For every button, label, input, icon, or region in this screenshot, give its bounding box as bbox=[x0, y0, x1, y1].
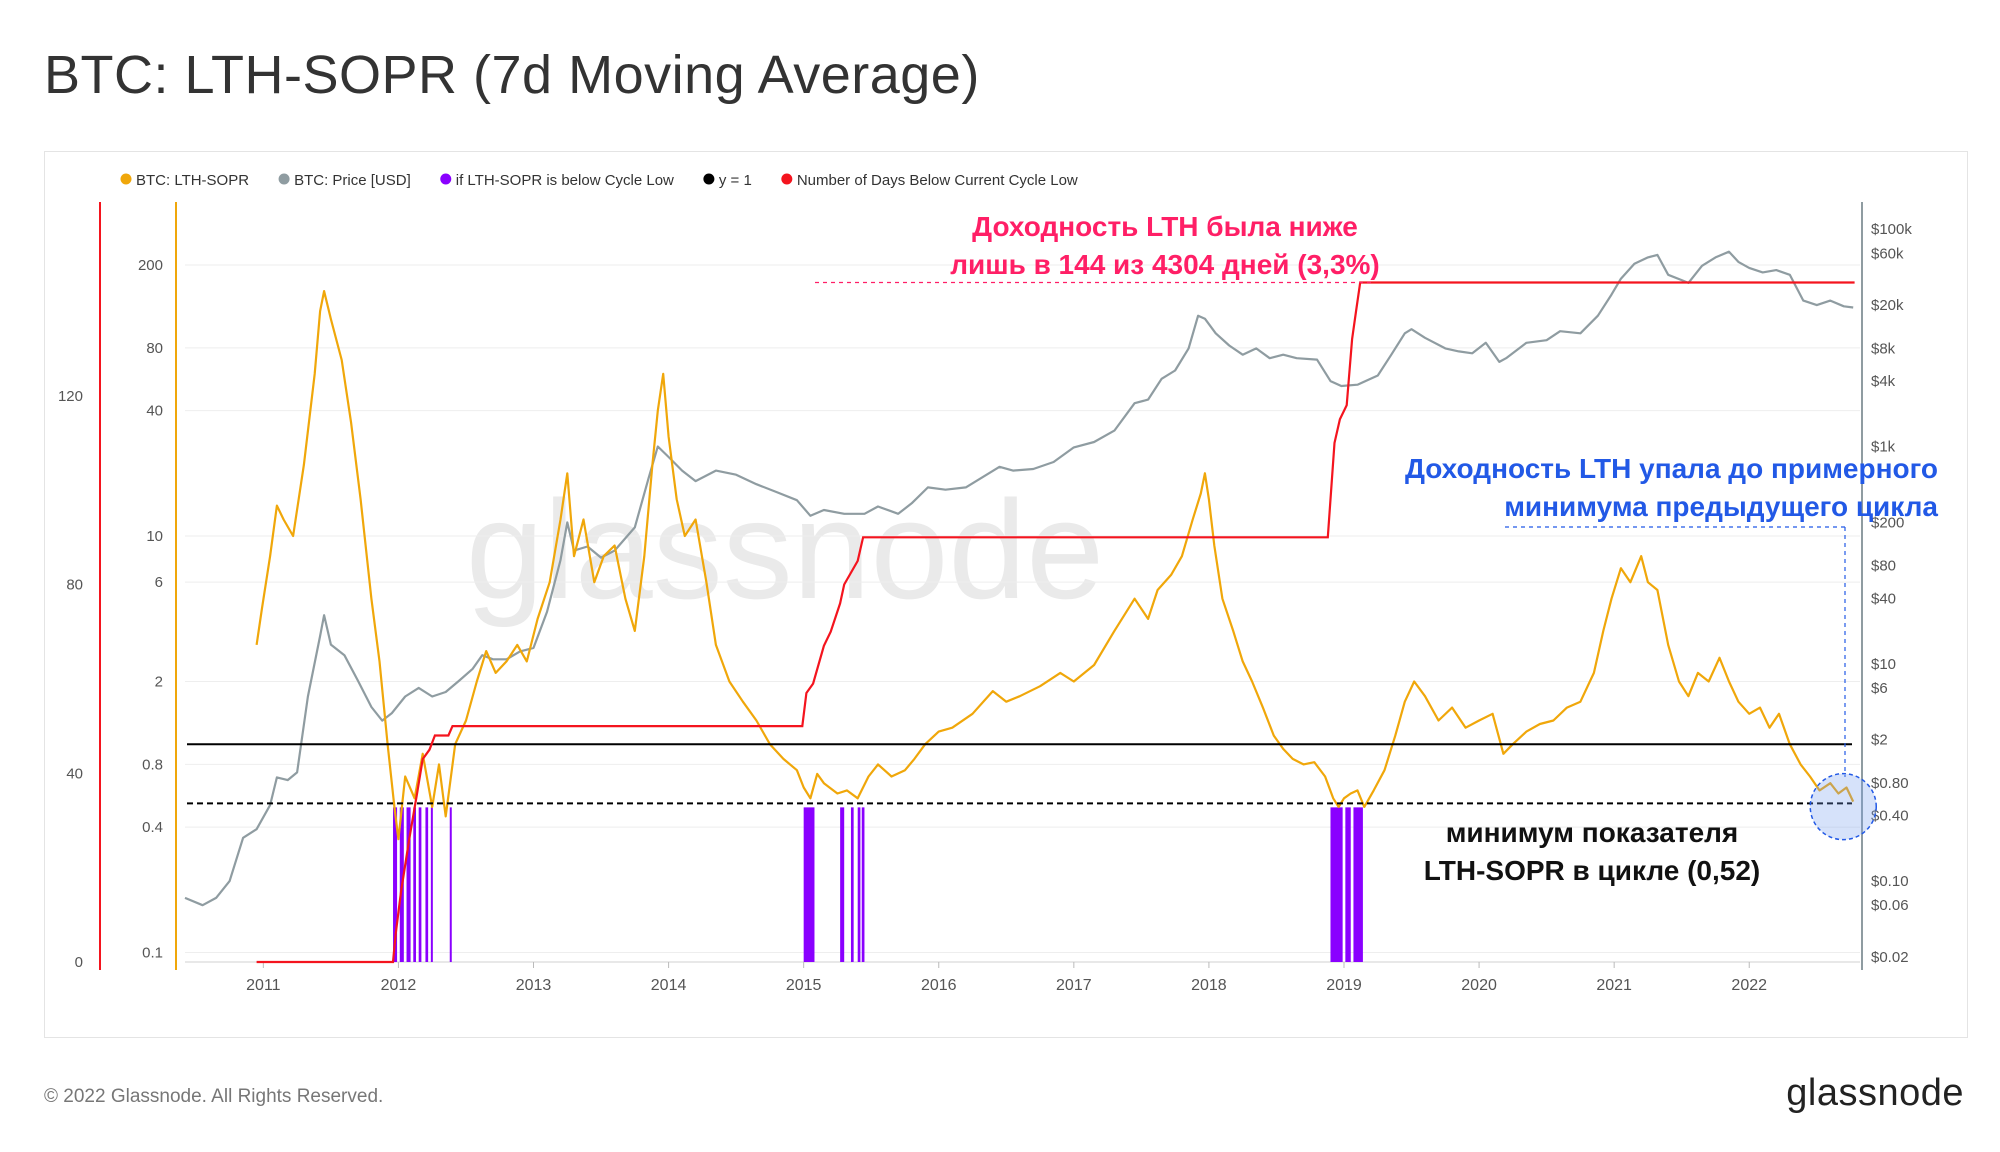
annotation-blue: Доходность LTH упала до примерного миним… bbox=[1298, 450, 1938, 526]
days-axis-tick: 120 bbox=[58, 388, 83, 405]
footer-copyright: © 2022 Glassnode. All Rights Reserved. bbox=[44, 1086, 384, 1107]
days-axis-tick: 80 bbox=[66, 577, 83, 594]
annotation-black-line-2: LTH-SOPR в цикле (0,52) bbox=[1423, 855, 1761, 886]
below-cycle-low-bar bbox=[430, 807, 433, 962]
below-cycle-low-bar bbox=[840, 807, 845, 962]
below-cycle-low-bar bbox=[861, 807, 865, 962]
page-title: BTC: LTH-SOPR (7d Moving Average) bbox=[44, 45, 980, 105]
legend-label: BTC: Price [USD] bbox=[294, 172, 411, 189]
sopr-axis-tick: 6 bbox=[155, 574, 163, 591]
legend-swatch bbox=[703, 173, 715, 185]
sopr-axis-tick: 80 bbox=[146, 340, 163, 357]
days-axis-tick: 40 bbox=[66, 765, 83, 782]
x-tick-label: 2022 bbox=[1731, 977, 1767, 994]
price-axis-tick: $0.10 bbox=[1871, 873, 1909, 890]
legend-swatch bbox=[278, 173, 290, 185]
x-tick-label: 2017 bbox=[1056, 977, 1092, 994]
price-axis-tick: $8k bbox=[1871, 340, 1896, 357]
legend-label: y = 1 bbox=[719, 172, 752, 189]
chart-frame: glassnode 0 40 80 120 200 80 40 10 6 2 0.8 0.4 0.1 $1… bbox=[44, 151, 1968, 1038]
annotation-red: Доходность LTH была ниже лишь в 144 из 4… bbox=[790, 208, 1540, 284]
days-axis-tick: 0 bbox=[75, 954, 83, 971]
annotation-black-line-1: минимум показателя bbox=[1445, 817, 1739, 848]
annotation-black: минимум показателя LTH-SOPR в цикле (0,5… bbox=[1374, 814, 1810, 890]
x-tick-label: 2016 bbox=[921, 977, 957, 994]
x-tick-label: 2019 bbox=[1326, 977, 1362, 994]
current-low-highlight bbox=[1809, 772, 1877, 841]
x-tick-label: 2020 bbox=[1461, 977, 1497, 994]
below-cycle-low-bar bbox=[425, 807, 429, 962]
price-axis-tick: $0.02 bbox=[1871, 949, 1909, 966]
annotation-blue-line-2: минимума предыдущего цикла bbox=[1504, 491, 1938, 522]
x-tick-label: 2013 bbox=[516, 977, 552, 994]
below-cycle-low-bar bbox=[1330, 807, 1343, 962]
below-cycle-low-bar bbox=[406, 807, 411, 962]
price-axis-tick: $0.06 bbox=[1871, 897, 1909, 914]
below-cycle-low-bar bbox=[413, 807, 416, 962]
below-cycle-low-bar bbox=[803, 807, 815, 962]
price-axis-tick: $20k bbox=[1871, 297, 1904, 314]
below-cycle-low-bar bbox=[850, 807, 854, 962]
price-axis-tick: $40 bbox=[1871, 590, 1896, 607]
price-axis-tick: $2 bbox=[1871, 732, 1888, 749]
footer-logo: glassnode bbox=[1786, 1072, 1964, 1114]
price-axis-tick: $1k bbox=[1871, 438, 1896, 455]
price-axis-tick: $80 bbox=[1871, 558, 1896, 575]
price-axis-tick: $100k bbox=[1871, 221, 1912, 238]
x-tick-label: 2018 bbox=[1191, 977, 1227, 994]
annotation-blue-line-1: Доходность LTH упала до примерного bbox=[1404, 453, 1938, 484]
legend-swatch bbox=[440, 173, 452, 185]
legend-swatch bbox=[120, 173, 132, 185]
price-axis-tick: $200 bbox=[1871, 514, 1904, 531]
x-tick-label: 2015 bbox=[786, 977, 822, 994]
price-axis-tick: $0.80 bbox=[1871, 775, 1909, 792]
below-cycle-low-bar bbox=[449, 807, 452, 962]
x-tick-label: 2012 bbox=[381, 977, 417, 994]
price-axis-tick: $6 bbox=[1871, 680, 1888, 697]
price-axis-tick: $10 bbox=[1871, 656, 1896, 673]
sopr-axis-tick: 0.8 bbox=[142, 756, 163, 773]
x-tick-label: 2021 bbox=[1596, 977, 1632, 994]
legend-swatch bbox=[781, 173, 793, 185]
sopr-axis-tick: 0.4 bbox=[142, 819, 163, 836]
legend-label: if LTH-SOPR is below Cycle Low bbox=[456, 172, 674, 189]
price-line bbox=[184, 250, 1854, 907]
below-cycle-low-bar bbox=[1345, 807, 1351, 962]
below-cycle-low-bar bbox=[418, 807, 422, 962]
days-below-line bbox=[256, 281, 1855, 964]
below-cycle-low-bar bbox=[857, 807, 861, 962]
sopr-axis-tick: 200 bbox=[138, 257, 163, 274]
price-axis-tick: $60k bbox=[1871, 245, 1904, 262]
price-axis-tick: $0.40 bbox=[1871, 808, 1909, 825]
x-tick-label: 2011 bbox=[246, 977, 281, 994]
below-cycle-low-bar bbox=[1353, 807, 1363, 962]
sopr-line bbox=[255, 290, 1855, 841]
legend-label: Number of Days Below Current Cycle Low bbox=[797, 172, 1078, 189]
annotation-red-line-1: Доходность LTH была ниже bbox=[972, 211, 1358, 242]
annotation-red-line-2: лишь в 144 из 4304 дней (3,3%) bbox=[950, 249, 1380, 280]
sopr-axis-tick: 40 bbox=[146, 403, 163, 420]
chart-watermark: glassnode bbox=[466, 471, 1104, 628]
chart-svg: glassnode 0 40 80 120 200 80 40 10 6 2 0.8 0.4 0.1 $1… bbox=[58, 172, 1912, 994]
below-cycle-low-bar bbox=[393, 807, 398, 962]
price-axis-tick: $4k bbox=[1871, 373, 1896, 390]
sopr-axis-tick: 2 bbox=[155, 674, 163, 691]
legend-label: BTC: LTH-SOPR bbox=[136, 172, 249, 189]
x-tick-label: 2014 bbox=[651, 977, 687, 994]
sopr-axis-tick: 0.1 bbox=[142, 944, 163, 961]
sopr-axis-tick: 10 bbox=[146, 528, 163, 545]
